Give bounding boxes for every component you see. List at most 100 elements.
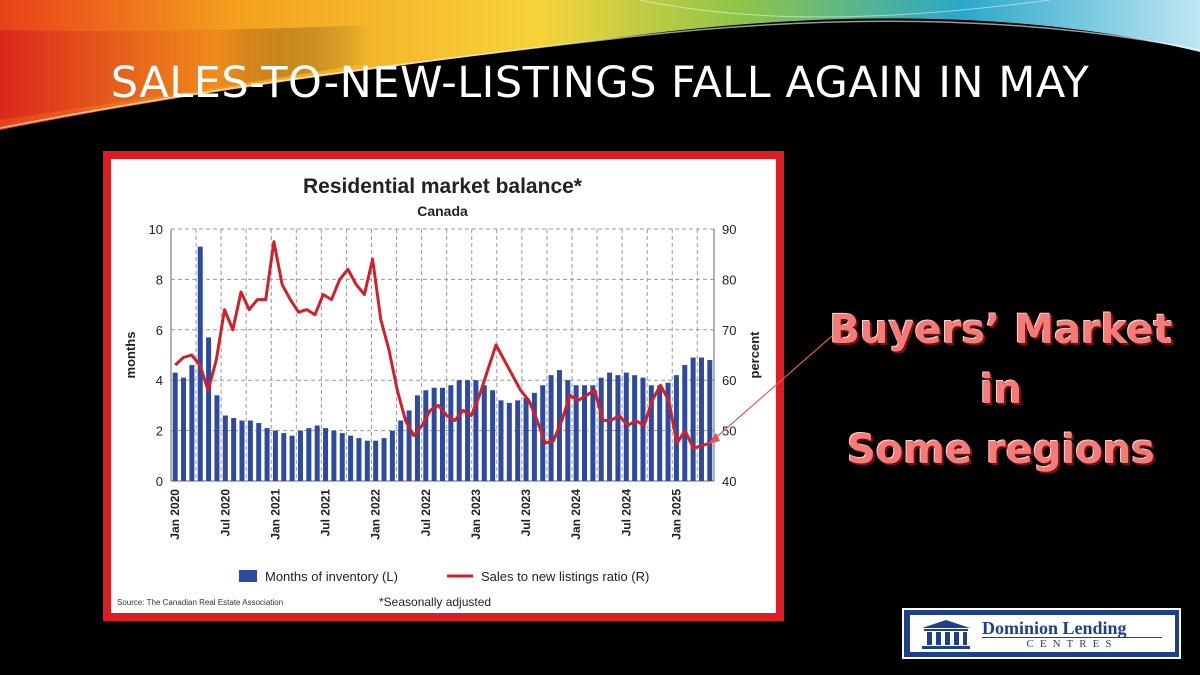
building-columns-icon (922, 620, 970, 649)
dominion-lending-logo: Dominion Lending CENTRES (902, 608, 1181, 659)
inventory-bar (498, 400, 504, 481)
inventory-bar (431, 387, 437, 481)
left-axis-tick-label: 2 (156, 424, 163, 439)
inventory-bar (381, 438, 387, 481)
inventory-bar (306, 428, 312, 481)
inventory-bar (289, 435, 295, 481)
x-axis-tick-label: Jan 2021 (268, 489, 282, 540)
inventory-bar (222, 415, 228, 481)
right-axis-tick-label: 50 (722, 424, 736, 439)
inventory-bar (448, 385, 454, 481)
callout-line: Buyers’ Market (829, 307, 1173, 353)
inventory-bar (356, 438, 362, 481)
decorative-swoosh-banner (0, 0, 1200, 130)
inventory-bar (640, 377, 646, 481)
right-axis-tick-label: 70 (722, 323, 736, 338)
legend-label-line: Sales to new listings ratio (R) (481, 569, 649, 584)
inventory-bar (323, 428, 329, 481)
logo-subtitle: CENTRES (982, 637, 1162, 650)
chart-frame: Residential market balance* Canada 0 2 4 6 8 10… (103, 151, 784, 621)
inventory-bar (264, 428, 270, 481)
inventory-bar (297, 430, 303, 481)
x-axis-tick-label: Jul 2020 (218, 489, 232, 537)
x-axis-tick-label: Jul 2022 (419, 489, 433, 537)
chart-subtitle: Canada (417, 203, 468, 219)
inventory-bar (565, 380, 571, 481)
inventory-bar (214, 395, 220, 481)
inventory-bar (506, 402, 512, 481)
inventory-bar (523, 397, 529, 481)
inventory-bar (548, 375, 554, 481)
inventory-bar (281, 433, 287, 481)
inventory-bar (673, 375, 679, 481)
inventory-bar (465, 380, 471, 481)
inventory-bar (314, 425, 320, 481)
legend-label-bars: Months of inventory (L) (265, 569, 398, 584)
inventory-bar (531, 392, 537, 481)
inventory-bar (406, 410, 412, 481)
right-axis-tick-label: 80 (722, 272, 736, 287)
inventory-bar (657, 385, 663, 481)
chart-source: Source: The Canadian Real Estate Associa… (117, 598, 283, 607)
inventory-bar (389, 430, 395, 481)
chart-footnote: *Seasonally adjusted (379, 595, 491, 609)
x-axis-tick-label: Jul 2021 (319, 489, 333, 537)
inventory-bar (698, 357, 704, 481)
chart-panel: Residential market balance* Canada 0 2 4 6 8 10… (111, 159, 776, 613)
inventory-bar (515, 400, 521, 481)
inventory-bar (573, 385, 579, 481)
inventory-bar (272, 430, 278, 481)
legend-swatch-bars (239, 570, 257, 582)
inventory-bar (331, 430, 337, 481)
inventory-bar (607, 372, 613, 481)
left-axis-tick-label: 6 (156, 323, 163, 338)
inventory-bar (582, 385, 588, 481)
inventory-bar (632, 375, 638, 481)
inventory-bar (481, 385, 487, 481)
inventory-bar (348, 435, 354, 481)
inventory-bar (439, 387, 446, 481)
inventory-bar (364, 440, 370, 481)
inventory-bar (239, 420, 245, 481)
inventory-bar (247, 420, 253, 481)
x-axis-tick-label: Jul 2024 (619, 489, 633, 537)
residential-market-chart: Residential market balance* Canada 0 2 4 6 8 10… (117, 175, 762, 609)
left-axis-tick-label: 0 (156, 474, 163, 489)
right-axis-label: percent (747, 331, 762, 379)
inventory-bar (648, 385, 654, 481)
inventory-bar (615, 375, 621, 481)
inventory-bar (189, 365, 195, 481)
x-axis-tick-label: Jan 2022 (369, 489, 383, 540)
buyers-market-callout: Buyers’ Market in Some regions (812, 300, 1190, 480)
inventory-bar (598, 377, 604, 481)
inventory-bar (423, 390, 429, 481)
left-axis-tick-label: 4 (156, 373, 163, 388)
callout-line: in (979, 367, 1023, 413)
left-axis-tick-label: 8 (156, 272, 163, 287)
right-axis-tick-label: 90 (722, 222, 736, 237)
inventory-bar (206, 337, 212, 481)
right-axis-tick-label: 60 (722, 373, 736, 388)
inventory-bar (414, 395, 420, 481)
inventory-bar (707, 360, 713, 481)
logo-name: Dominion Lending (982, 618, 1127, 638)
inventory-bar (473, 380, 479, 481)
inventory-bar (231, 418, 237, 481)
x-axis-tick-label: Jan 2020 (168, 489, 182, 540)
right-axis-tick-label: 40 (722, 474, 736, 489)
inventory-bar (690, 357, 696, 481)
x-axis-tick-label: Jan 2024 (569, 489, 583, 540)
sales-to-listings-line (174, 240, 711, 450)
slide-title: SALES-TO-NEW-LISTINGS FALL AGAIN IN MAY (110, 58, 1090, 108)
left-axis-label: months (123, 332, 138, 379)
inventory-bar (665, 382, 671, 481)
chart-title: Residential market balance* (303, 175, 583, 198)
inventory-bar (256, 423, 262, 481)
x-axis-tick-label: Jan 2023 (469, 489, 483, 540)
inventory-bar (398, 420, 404, 481)
inventory-bar (373, 440, 379, 481)
inventory-bar (181, 377, 187, 481)
inventory-bar (623, 372, 629, 481)
inventory-bar (339, 433, 345, 481)
inventory-bar (682, 365, 688, 481)
